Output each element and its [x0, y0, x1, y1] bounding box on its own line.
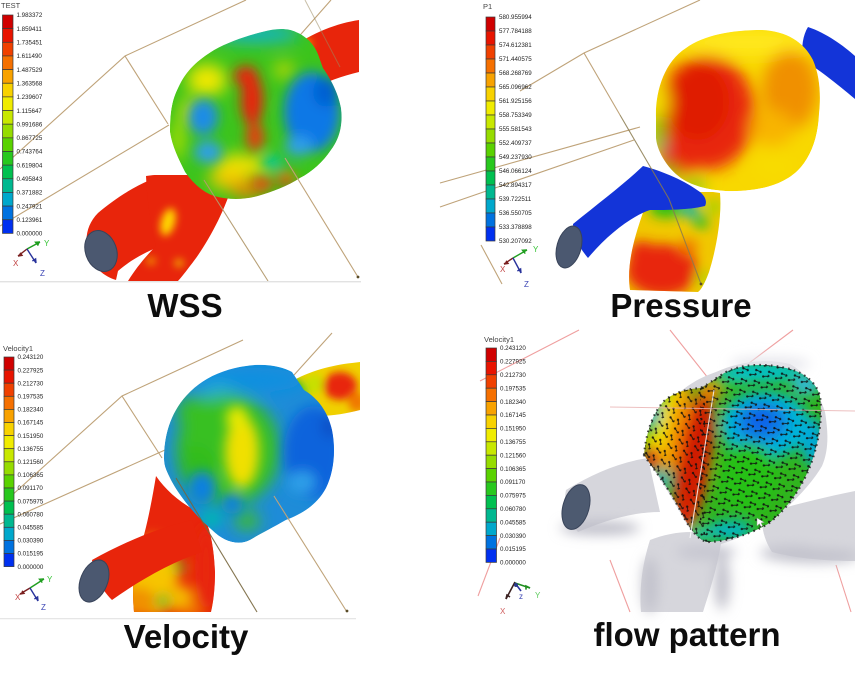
svg-text:0.243120: 0.243120 [18, 354, 44, 361]
svg-text:0.091170: 0.091170 [500, 479, 526, 486]
svg-text:0.212730: 0.212730 [18, 380, 44, 387]
svg-text:0.030390: 0.030390 [500, 533, 526, 540]
svg-text:577.784188: 577.784188 [499, 28, 532, 35]
svg-text:0.247921: 0.247921 [17, 203, 43, 210]
svg-text:0.212730: 0.212730 [500, 372, 526, 379]
svg-text:0.123961: 0.123961 [17, 217, 43, 224]
svg-text:Velocity1: Velocity1 [484, 335, 514, 344]
svg-text:WSS: WSS [147, 287, 222, 324]
svg-text:Velocity1: Velocity1 [3, 344, 33, 353]
svg-text:0.167145: 0.167145 [18, 420, 44, 427]
svg-text:0.121560: 0.121560 [500, 452, 526, 459]
svg-text:580.955994: 580.955994 [499, 14, 532, 21]
svg-text:Y: Y [533, 245, 539, 254]
svg-text:flow pattern: flow pattern [594, 616, 781, 653]
svg-text:Y: Y [535, 591, 541, 600]
svg-text:530.207092: 530.207092 [499, 238, 532, 245]
svg-text:0.060780: 0.060780 [500, 506, 526, 513]
svg-text:1.983372: 1.983372 [17, 12, 43, 19]
svg-text:542.894317: 542.894317 [499, 182, 532, 189]
svg-text:z: z [519, 592, 523, 601]
svg-text:1.611490: 1.611490 [17, 53, 43, 60]
svg-text:0.045585: 0.045585 [18, 525, 44, 532]
svg-text:0.495843: 0.495843 [17, 176, 43, 183]
svg-text:0.106365: 0.106365 [18, 472, 44, 479]
svg-text:555.581543: 555.581543 [499, 126, 532, 133]
svg-text:Y: Y [44, 239, 50, 248]
svg-text:1.735451: 1.735451 [17, 40, 43, 47]
svg-text:0.091170: 0.091170 [18, 485, 44, 492]
svg-text:0.243120: 0.243120 [500, 345, 526, 352]
svg-text:1.363568: 1.363568 [17, 80, 43, 87]
svg-text:X: X [15, 593, 21, 602]
svg-text:574.612381: 574.612381 [499, 42, 532, 49]
svg-text:Z: Z [41, 603, 46, 612]
svg-text:0.136755: 0.136755 [18, 446, 44, 453]
svg-text:0.151950: 0.151950 [500, 426, 526, 433]
svg-text:0.015195: 0.015195 [500, 546, 526, 553]
svg-text:0.227925: 0.227925 [500, 359, 526, 366]
svg-text:561.925156: 561.925156 [499, 98, 532, 105]
svg-text:1.859411: 1.859411 [17, 26, 43, 33]
svg-text:Velocity: Velocity [124, 618, 249, 655]
svg-text:0.015195: 0.015195 [18, 551, 44, 558]
svg-text:568.268769: 568.268769 [499, 70, 532, 77]
svg-text:TEST: TEST [1, 1, 21, 10]
svg-text:0.151950: 0.151950 [18, 433, 44, 440]
svg-text:539.722511: 539.722511 [499, 196, 532, 203]
svg-text:X: X [500, 607, 506, 616]
svg-text:0.197535: 0.197535 [500, 385, 526, 392]
svg-text:552.409737: 552.409737 [499, 140, 532, 147]
svg-text:Y: Y [47, 575, 53, 584]
svg-text:0.991686: 0.991686 [17, 121, 43, 128]
svg-text:Z: Z [40, 269, 45, 278]
svg-text:0.867725: 0.867725 [17, 135, 43, 142]
svg-text:0.060780: 0.060780 [18, 511, 44, 518]
svg-text:0.030390: 0.030390 [18, 538, 44, 545]
svg-text:0.167145: 0.167145 [500, 412, 526, 419]
svg-text:0.136755: 0.136755 [500, 439, 526, 446]
svg-text:0.121560: 0.121560 [18, 459, 44, 466]
svg-text:0.106365: 0.106365 [500, 466, 526, 473]
svg-text:0.045585: 0.045585 [500, 519, 526, 526]
svg-text:Z: Z [524, 280, 529, 289]
svg-text:565.096962: 565.096962 [499, 84, 532, 91]
svg-text:P1: P1 [483, 2, 492, 11]
svg-text:0.619804: 0.619804 [17, 162, 43, 169]
svg-text:1.115647: 1.115647 [17, 108, 43, 115]
svg-text:1.239607: 1.239607 [17, 94, 43, 101]
svg-text:546.066124: 546.066124 [499, 168, 532, 175]
svg-text:571.440575: 571.440575 [499, 56, 532, 63]
svg-text:536.550705: 536.550705 [499, 210, 532, 217]
svg-text:0.000000: 0.000000 [17, 231, 43, 238]
svg-text:0.743764: 0.743764 [17, 149, 43, 156]
svg-text:0.075975: 0.075975 [18, 498, 44, 505]
svg-text:533.378898: 533.378898 [499, 224, 532, 231]
svg-text:0.182340: 0.182340 [500, 399, 526, 406]
svg-text:0.000000: 0.000000 [18, 564, 44, 571]
svg-text:X: X [500, 265, 506, 274]
svg-text:558.753349: 558.753349 [499, 112, 532, 119]
svg-text:Pressure: Pressure [610, 287, 751, 324]
svg-text:0.197535: 0.197535 [18, 394, 44, 401]
svg-text:1.487529: 1.487529 [17, 67, 43, 74]
svg-text:549.237930: 549.237930 [499, 154, 532, 161]
svg-text:0.000000: 0.000000 [500, 560, 526, 567]
svg-text:X: X [13, 259, 19, 268]
svg-text:0.227925: 0.227925 [18, 367, 44, 374]
svg-text:0.182340: 0.182340 [18, 407, 44, 414]
svg-text:0.075975: 0.075975 [500, 493, 526, 500]
svg-text:0.371882: 0.371882 [17, 190, 43, 197]
